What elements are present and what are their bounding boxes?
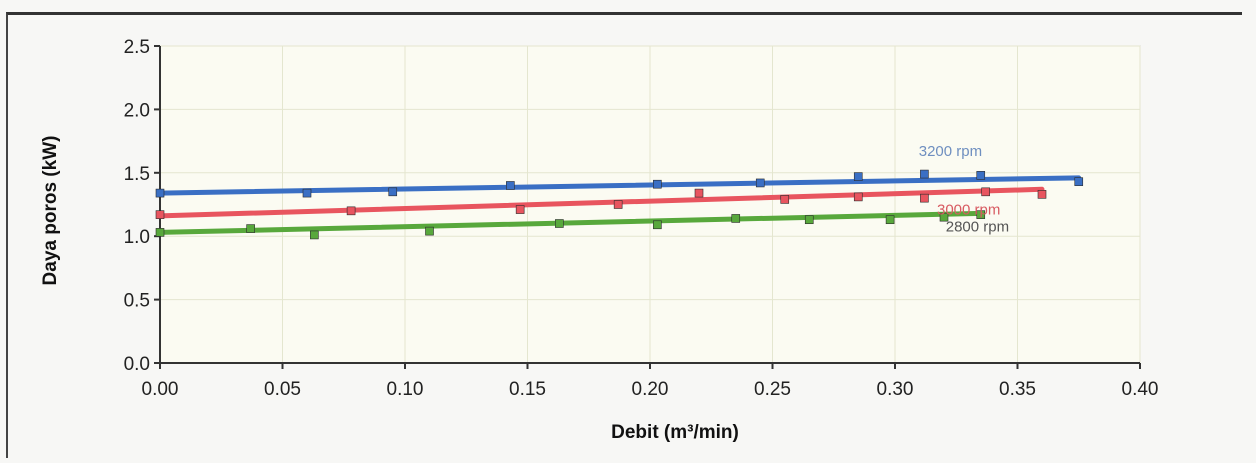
y-tick-label: 1.5	[124, 164, 150, 185]
y-axis-title: Daya poros (kW)	[40, 136, 61, 286]
x-tick-label: 0.30	[877, 379, 914, 400]
x-tick-label: 0.15	[509, 379, 546, 400]
series-label: 2800 rpm	[946, 218, 1009, 235]
data-point	[347, 207, 355, 215]
data-point	[886, 216, 894, 224]
x-tick-label: 0.00	[142, 379, 179, 400]
x-tick-label: 0.40	[1122, 379, 1159, 400]
data-point	[653, 180, 661, 188]
x-tick-label: 0.10	[387, 379, 424, 400]
y-tick-label: 2.5	[124, 37, 150, 58]
data-point	[653, 221, 661, 229]
x-axis-title: Debit (m³/min)	[611, 422, 739, 443]
data-point	[781, 195, 789, 203]
series-label: 3200 rpm	[919, 143, 982, 160]
data-point	[920, 194, 928, 202]
data-point	[805, 216, 813, 224]
data-point	[977, 171, 985, 179]
data-point	[156, 211, 164, 219]
data-point	[614, 201, 622, 209]
y-tick-label: 1.0	[124, 227, 150, 248]
x-tick-label: 0.05	[264, 379, 301, 400]
y-tick-label: 0.0	[124, 354, 150, 375]
x-tick-label: 0.25	[754, 379, 791, 400]
data-point	[156, 189, 164, 197]
data-point	[389, 188, 397, 196]
data-point	[854, 173, 862, 181]
data-point	[506, 181, 514, 189]
data-point	[516, 206, 524, 214]
x-tick-label: 0.35	[999, 379, 1036, 400]
data-point	[695, 189, 703, 197]
data-point	[1038, 190, 1046, 198]
data-point	[920, 170, 928, 178]
data-point	[555, 220, 563, 228]
data-point	[426, 227, 434, 235]
series-label: 3000 rpm	[937, 201, 1000, 218]
data-point	[310, 231, 318, 239]
data-point	[854, 193, 862, 201]
data-point	[247, 225, 255, 233]
y-tick-label: 2.0	[124, 100, 150, 121]
data-point	[156, 228, 164, 236]
x-tick-label: 0.20	[632, 379, 669, 400]
y-tick-label: 0.5	[124, 291, 150, 312]
data-point	[756, 179, 764, 187]
data-point	[1075, 178, 1083, 186]
data-point	[982, 188, 990, 196]
data-point	[303, 189, 311, 197]
data-point	[732, 214, 740, 222]
